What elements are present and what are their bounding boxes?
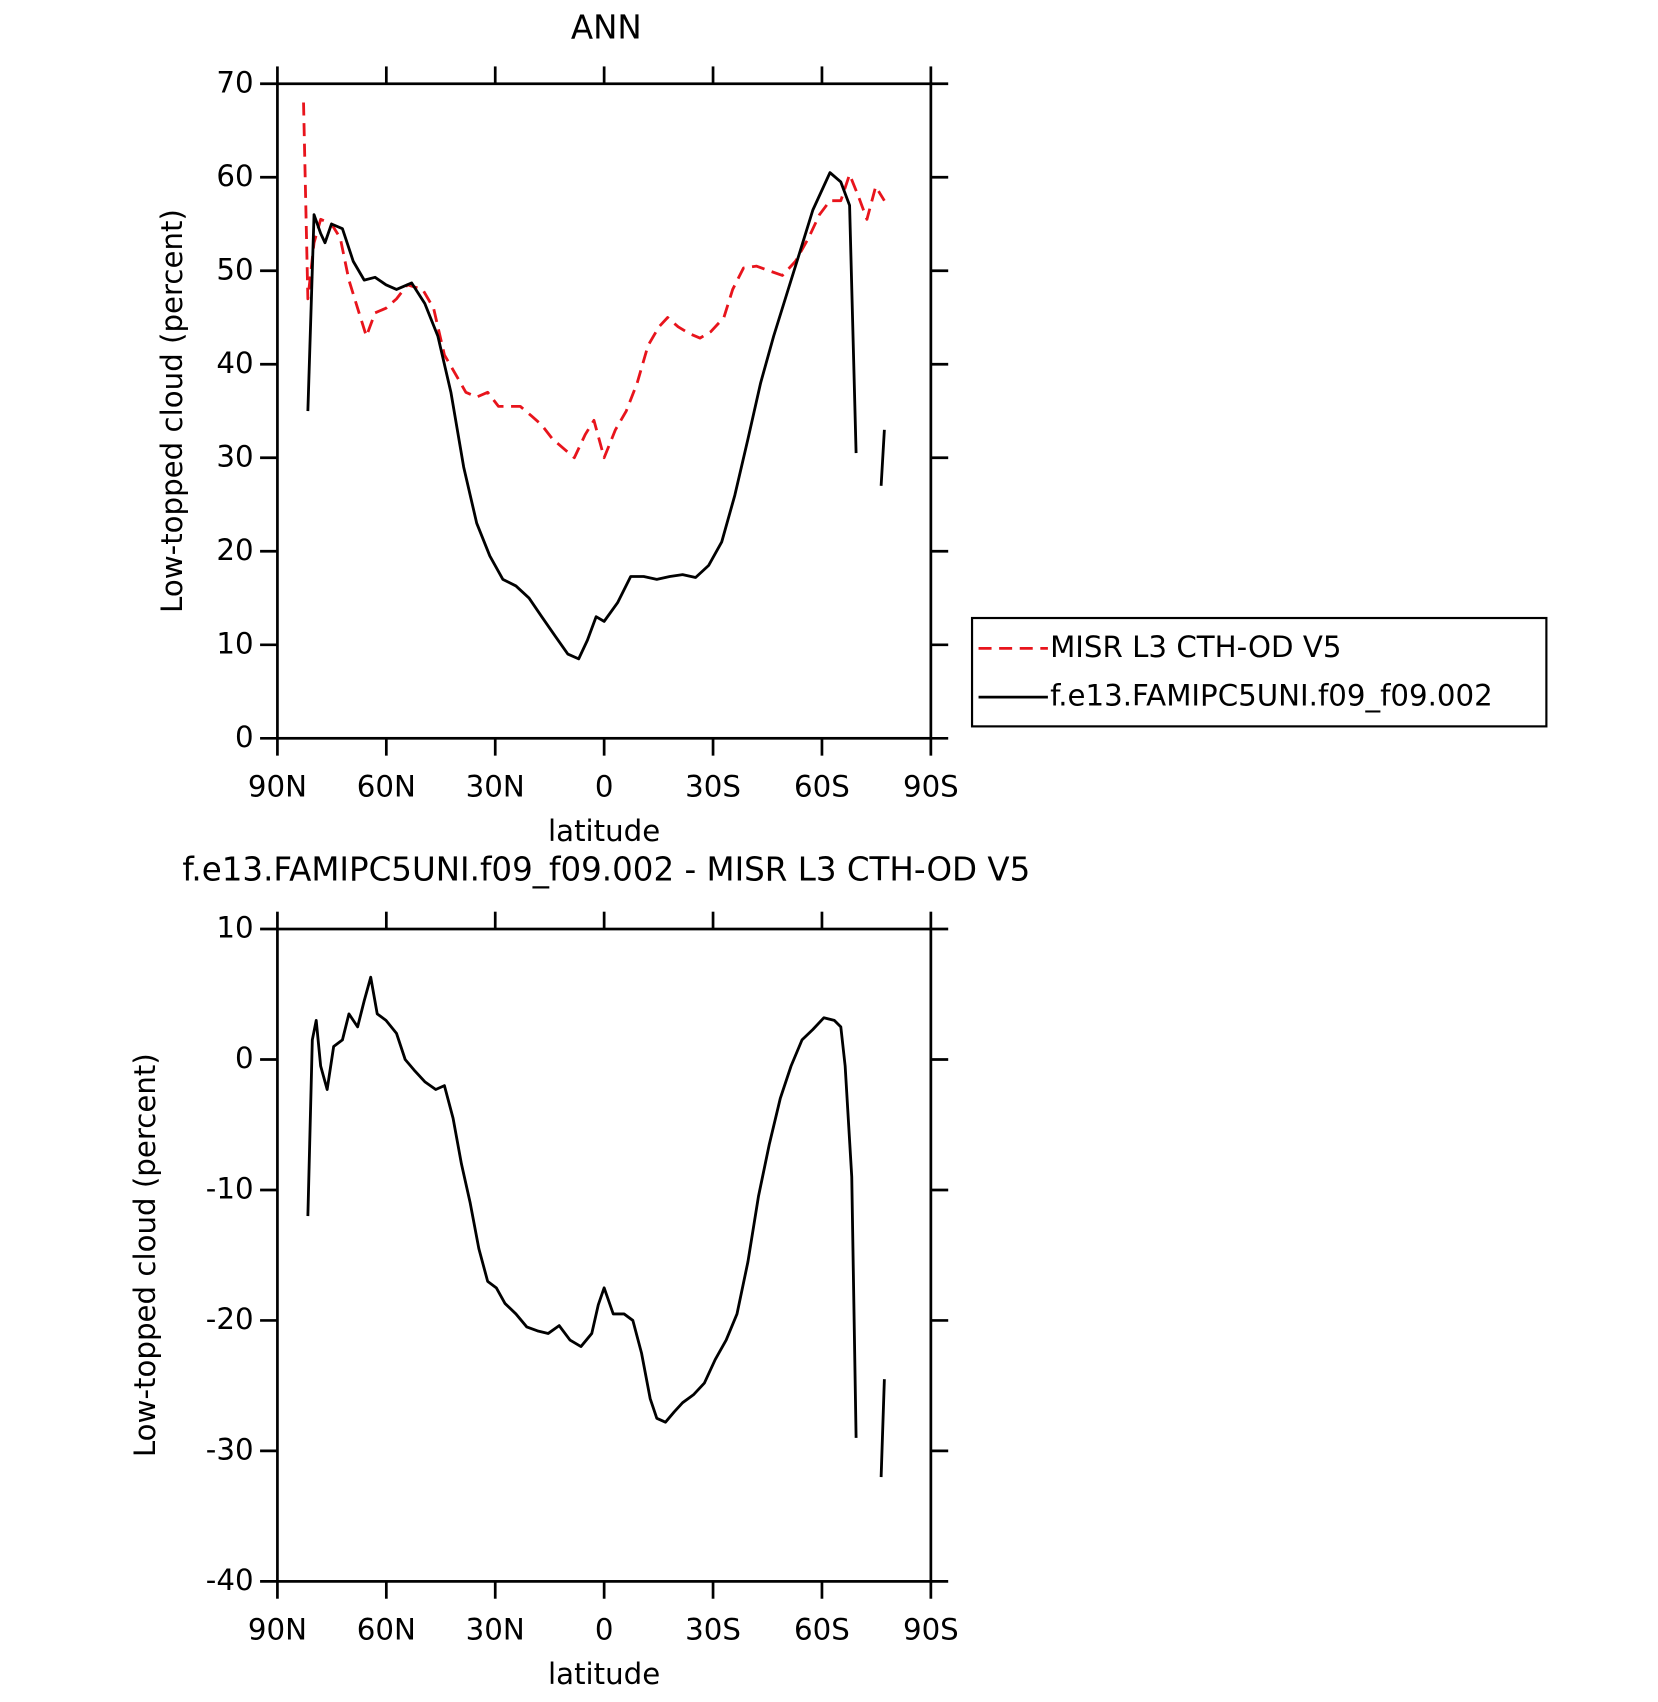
y-axis-label: Low-topped cloud (percent) xyxy=(155,209,189,613)
x-axis-label: latitude xyxy=(548,1657,660,1691)
x-tick-label: 60N xyxy=(357,770,416,804)
legend-label: f.e13.FAMIPC5UNI.f09_f09.002 xyxy=(1050,679,1493,713)
y-tick-label: 70 xyxy=(216,65,253,99)
y-tick-label: 40 xyxy=(216,346,253,380)
x-tick-label: 60N xyxy=(357,1613,416,1647)
y-tick-label: 30 xyxy=(216,439,253,473)
x-tick-label: 90S xyxy=(903,770,959,804)
y-tick-label: 10 xyxy=(216,911,253,945)
y-tick-label: 0 xyxy=(235,720,254,754)
x-tick-label: 30S xyxy=(685,770,741,804)
plot-frame xyxy=(276,927,933,1583)
y-tick-label: 50 xyxy=(216,252,253,286)
data-line xyxy=(302,102,886,460)
x-tick-label: 90N xyxy=(248,770,307,804)
x-tick-label: 90N xyxy=(248,1613,307,1647)
x-tick-label: 90S xyxy=(903,1613,959,1647)
x-tick-label: 30S xyxy=(685,1613,741,1647)
y-tick-label: 0 xyxy=(235,1041,254,1075)
chart-title: ANN xyxy=(571,9,642,47)
chart-title: f.e13.FAMIPC5UNI.f09_f09.002 - MISR L3 C… xyxy=(182,851,1030,889)
y-tick-label: -30 xyxy=(206,1432,254,1466)
x-tick-label: 60S xyxy=(794,1613,850,1647)
plot-frame xyxy=(276,82,933,740)
x-tick-label: 0 xyxy=(595,770,614,804)
y-tick-label: 20 xyxy=(216,533,253,567)
y-tick-label: -20 xyxy=(206,1302,254,1336)
x-tick-label: 30N xyxy=(466,770,525,804)
y-tick-label: -10 xyxy=(206,1171,254,1205)
data-line xyxy=(306,975,886,1478)
y-axis-label: Low-topped cloud (percent) xyxy=(128,1053,162,1457)
x-tick-label: 0 xyxy=(595,1613,614,1647)
x-tick-label: 30N xyxy=(466,1613,525,1647)
x-tick-label: 60S xyxy=(794,770,850,804)
y-tick-label: 10 xyxy=(216,626,253,660)
legend-box xyxy=(970,616,1548,728)
y-tick-label: -40 xyxy=(206,1563,254,1597)
y-tick-label: 60 xyxy=(216,159,253,193)
x-axis-label: latitude xyxy=(548,814,660,848)
legend-label: MISR L3 CTH-OD V5 xyxy=(1050,630,1341,664)
data-line xyxy=(306,171,886,661)
